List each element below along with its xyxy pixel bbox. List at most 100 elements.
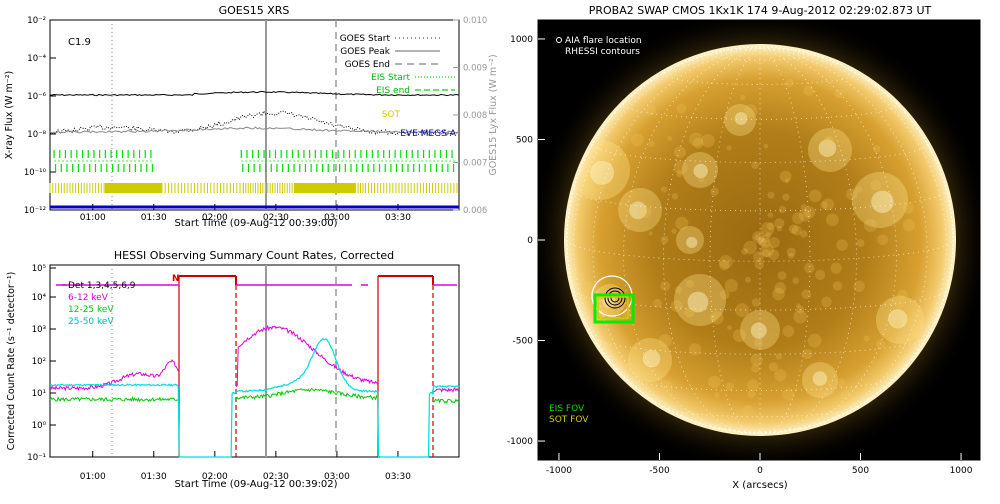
- texture-blob: [645, 104, 657, 116]
- goes-y-tick-label: 10⁻¹²: [24, 206, 46, 216]
- goes-right-tick-label: 0.006: [463, 206, 487, 216]
- texture-blob: [799, 230, 808, 238]
- texture-blob: [768, 249, 780, 261]
- hessi-x-axis: 01:00 01:30 02:00 02:30 03:00 03:30: [80, 451, 411, 482]
- hessi-12-25kev-curve: [49, 387, 460, 405]
- texture-blob: [750, 353, 763, 366]
- eis-fov-box: [593, 293, 635, 324]
- texture-blob: [793, 309, 807, 324]
- texture-blob: [902, 202, 915, 214]
- solar-limb: [566, 46, 954, 434]
- texture-blob: [674, 285, 683, 294]
- texture-blob: [782, 325, 795, 338]
- hessi-x-tick-label: 01:30: [141, 472, 167, 482]
- texture-blob: [767, 191, 775, 199]
- goes-x-tick-label: 03:30: [385, 213, 411, 223]
- texture-blob: [761, 234, 770, 244]
- hessi-y-label: Corrected Count Rate (s⁻¹ detector⁻¹): [6, 272, 17, 451]
- eis-observation-marks: [53, 150, 457, 172]
- swap-y-tick-label: 500: [516, 135, 533, 145]
- longitude-line: [759, 47, 947, 433]
- texture-blob: [792, 277, 800, 285]
- swap-y-tick-label: -1000: [507, 437, 533, 447]
- goes-x-tick-label: 02:30: [263, 213, 289, 223]
- texture-blob: [753, 338, 764, 348]
- goes-right-tick-label: 0.010: [463, 16, 487, 26]
- texture-blob: [740, 94, 746, 101]
- legend-eve-megs-a: EVE MEGS-A: [400, 129, 457, 139]
- legend-6-12kev: 6-12 keV: [68, 293, 109, 303]
- legend-12-25kev: 12-25 keV: [68, 305, 114, 315]
- bright-core: [734, 112, 748, 125]
- texture-blob: [767, 212, 774, 218]
- hessi-y-tick-label: 10²: [32, 357, 46, 367]
- texture-blob: [648, 231, 653, 236]
- texture-blob: [801, 348, 813, 360]
- texture-blob: [804, 262, 815, 274]
- bright-core: [750, 322, 767, 339]
- texture-blob: [821, 296, 832, 308]
- texture-blob: [742, 415, 751, 423]
- latitude-line: [709, 425, 811, 432]
- hessi-legend: Det 1,3,4,5,6,9 6-12 keV 12-25 keV 25-50…: [56, 281, 136, 327]
- texture-blob: [768, 237, 780, 249]
- legend-rhessi-symbol: [556, 48, 562, 54]
- texture-blob: [782, 388, 795, 401]
- texture-blob: [760, 243, 774, 257]
- texture-blob: [676, 103, 687, 114]
- bright-region: [724, 104, 756, 136]
- texture-blob: [786, 247, 796, 257]
- goes-right-tick-label: 0.008: [463, 111, 487, 121]
- bright-region: [852, 172, 908, 228]
- goes-xrs-panel: GOES15 XRS 10⁻² 10⁻⁴ 10⁻⁶ 10⁻⁸ 10⁻¹⁰ 10⁻¹² 0.…: [4, 4, 499, 229]
- texture-blob: [625, 225, 631, 231]
- sun-image: [538, 20, 980, 460]
- texture-blob: [836, 239, 848, 251]
- texture-blob: [745, 276, 751, 283]
- texture-blob: [776, 225, 783, 232]
- texture-blob: [784, 178, 790, 183]
- bright-region: [876, 296, 924, 344]
- texture-blob: [787, 252, 795, 259]
- swap-y-axis: 1000 500 0 -500 -1000: [507, 35, 545, 447]
- texture-blob: [658, 334, 672, 348]
- texture-blob: [772, 287, 785, 301]
- hessi-y-tick-label: 10⁻¹: [27, 453, 46, 463]
- bright-core: [590, 160, 615, 185]
- texture-blob: [673, 160, 688, 175]
- texture-blob: [774, 282, 787, 294]
- texture-blob: [788, 224, 799, 234]
- hessi-count-rate-panel: HESSI Observing Summary Count Rates, Cor…: [6, 249, 460, 490]
- goes-y-label-left: X-ray Flux (W m⁻²): [4, 71, 15, 160]
- texture-blob: [777, 271, 787, 280]
- bright-core: [812, 371, 828, 386]
- goes-right-tick-label: 0.009: [463, 64, 487, 74]
- texture-blob: [872, 144, 881, 153]
- swap-x-axis: -1000 -500 0 500 1000: [546, 453, 973, 476]
- goes-short-channel-curve: [49, 110, 460, 137]
- texture-blob: [801, 289, 812, 300]
- texture-blob: [744, 104, 758, 118]
- texture-blob: [796, 303, 801, 308]
- hessi-x-tick-label: 02:30: [263, 472, 289, 482]
- texture-blob: [689, 132, 704, 147]
- texture-blob: [660, 186, 668, 193]
- texture-blob: [856, 239, 865, 248]
- swap-y-tick-label: -500: [513, 337, 534, 347]
- hessi-title: HESSI Observing Summary Count Rates, Cor…: [114, 249, 394, 262]
- hessi-y-tick-label: 10⁵: [32, 264, 46, 274]
- texture-blob: [855, 186, 863, 193]
- sot-observation-marks: [49, 183, 458, 193]
- legend-eis-fov: EIS FOV: [549, 404, 585, 414]
- legend-eis-start: EIS Start: [371, 73, 410, 83]
- texture-blob: [719, 289, 730, 300]
- legend-25-50kev: 25-50 keV: [68, 317, 114, 327]
- hessi-x-tick-label: 02:00: [202, 472, 228, 482]
- swap-y-tick-label: 0: [527, 236, 533, 246]
- texture-blob: [774, 218, 785, 229]
- texture-blob: [688, 343, 702, 356]
- texture-blob: [686, 279, 694, 288]
- hessi-night-label: N: [172, 274, 180, 284]
- latitude-line: [592, 335, 928, 355]
- texture-blob: [648, 140, 655, 148]
